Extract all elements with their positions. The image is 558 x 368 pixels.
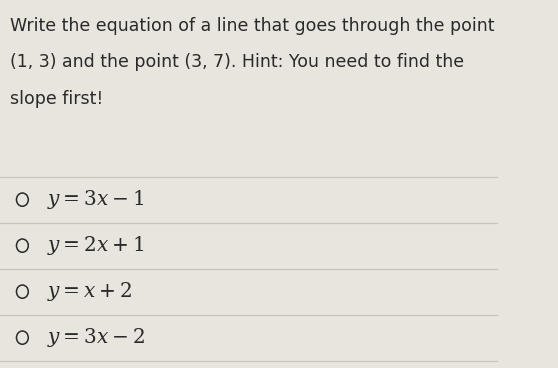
- Text: Write the equation of a line that goes through the point: Write the equation of a line that goes t…: [10, 17, 494, 35]
- Text: $y = 3x - 1$: $y = 3x - 1$: [47, 188, 145, 211]
- Text: (1, 3) and the point (3, 7). Hint: You need to find the: (1, 3) and the point (3, 7). Hint: You n…: [10, 53, 464, 71]
- Text: $y = x + 2$: $y = x + 2$: [47, 280, 132, 303]
- Text: slope first!: slope first!: [10, 90, 103, 108]
- Text: $y = 3x - 2$: $y = 3x - 2$: [47, 326, 145, 349]
- Text: $y = 2x + 1$: $y = 2x + 1$: [47, 234, 145, 257]
